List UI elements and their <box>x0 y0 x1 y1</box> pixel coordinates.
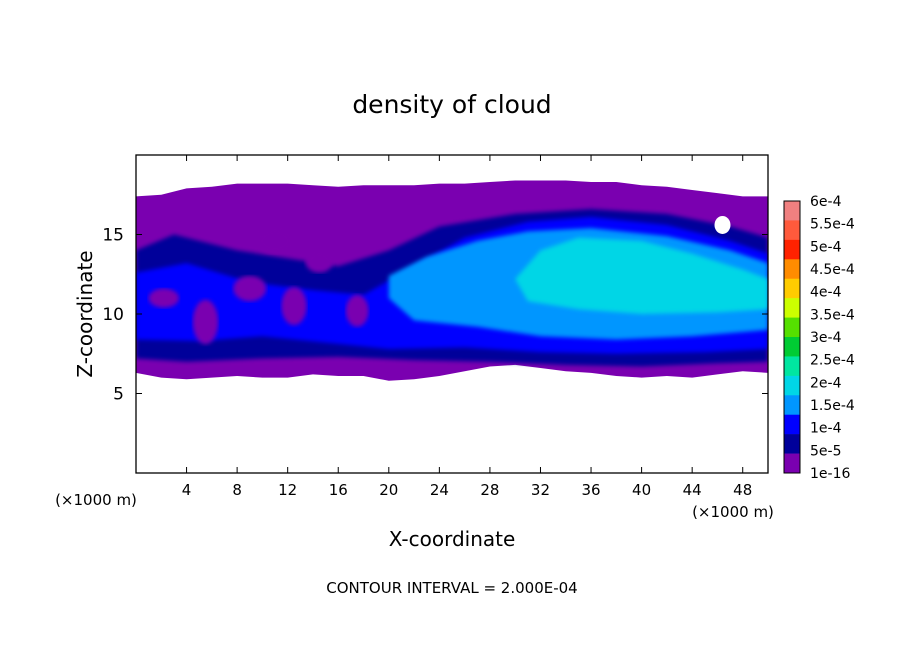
colorbar-label: 3.5e-4 <box>810 307 855 323</box>
cloud-swirl <box>345 294 369 327</box>
x-tick-label: 4 <box>182 481 192 499</box>
colorbar-label: 1e-16 <box>810 466 850 482</box>
y-tick-label: 5 <box>113 385 124 405</box>
chart-title: density of cloud <box>352 90 551 119</box>
colorbar-label: 2.5e-4 <box>810 353 855 369</box>
cloud-gap <box>714 215 731 234</box>
x-tick-label: 48 <box>733 481 752 499</box>
x-tick-labels: 4 8 12 16 20 24 28 32 36 40 44 48 <box>182 481 752 499</box>
colorbar-cell <box>784 414 800 435</box>
colorbar-cell <box>784 298 800 318</box>
colorbar-cell <box>784 220 800 241</box>
colorbar-label: 5.5e-4 <box>810 217 855 233</box>
x-axis-label: X-coordinate <box>389 527 516 551</box>
contour-interval-note: CONTOUR INTERVAL = 2.000E-04 <box>326 579 577 597</box>
colorbar-cell <box>784 395 800 416</box>
y-tick-labels: 5 10 15 <box>102 226 124 405</box>
colorbar-cell <box>784 453 800 474</box>
colorbar-cell <box>784 434 800 454</box>
cloud-field <box>136 180 768 381</box>
cloud-contour-band <box>515 237 768 314</box>
x-tick-label: 44 <box>683 481 702 499</box>
colorbar-cell <box>784 317 800 338</box>
colorbar-label: 2e-4 <box>810 375 842 391</box>
y-tick-label: 10 <box>102 305 124 325</box>
colorbar-label: 1.5e-4 <box>810 398 855 414</box>
colorbar-label: 5e-4 <box>810 239 842 255</box>
axis-ticks <box>136 155 768 473</box>
x-tick-label: 32 <box>531 481 550 499</box>
cloud-swirl <box>233 275 267 302</box>
colorbar-cell <box>784 375 800 396</box>
cloud-swirl <box>281 286 307 326</box>
x-tick-label: 36 <box>581 481 600 499</box>
colorbar-label: 3e-4 <box>810 330 842 346</box>
colorbar-label: 1e-4 <box>810 421 842 437</box>
y-axis-label: Z-coordinate <box>73 250 97 377</box>
x-tick-label: 12 <box>278 481 297 499</box>
colorbar-cell <box>784 337 800 357</box>
x-unit-right: (×1000 m) <box>692 503 774 521</box>
colorbar-cell <box>784 259 800 280</box>
colorbar-label: 6e-4 <box>810 194 842 210</box>
colorbar-label: 4.5e-4 <box>810 262 855 278</box>
cloud-swirl <box>257 228 293 254</box>
colorbar-cell <box>784 278 800 299</box>
x-tick-label: 28 <box>480 481 499 499</box>
x-tick-label: 8 <box>232 481 242 499</box>
colorbar-cell <box>784 356 800 377</box>
x-tick-label: 20 <box>379 481 398 499</box>
colorbar-label: 5e-5 <box>810 443 841 459</box>
x-unit-left: (×1000 m) <box>55 491 137 509</box>
x-tick-label: 24 <box>430 481 449 499</box>
colorbar: 6e-4 5.5e-4 5e-4 4.5e-4 4e-4 3.5e-4 3e-4 2.5e-4… <box>783 194 855 482</box>
x-tick-label: 16 <box>329 481 348 499</box>
cloud-swirl <box>148 288 179 308</box>
cloud-swirl <box>305 250 334 273</box>
colorbar-cell <box>784 201 800 221</box>
y-tick-label: 15 <box>102 226 124 246</box>
colorbar-frame <box>783 200 801 474</box>
colorbar-label: 4e-4 <box>810 285 842 301</box>
colorbar-cell <box>784 239 800 260</box>
cloud-swirl <box>192 299 219 345</box>
x-tick-label: 40 <box>632 481 651 499</box>
